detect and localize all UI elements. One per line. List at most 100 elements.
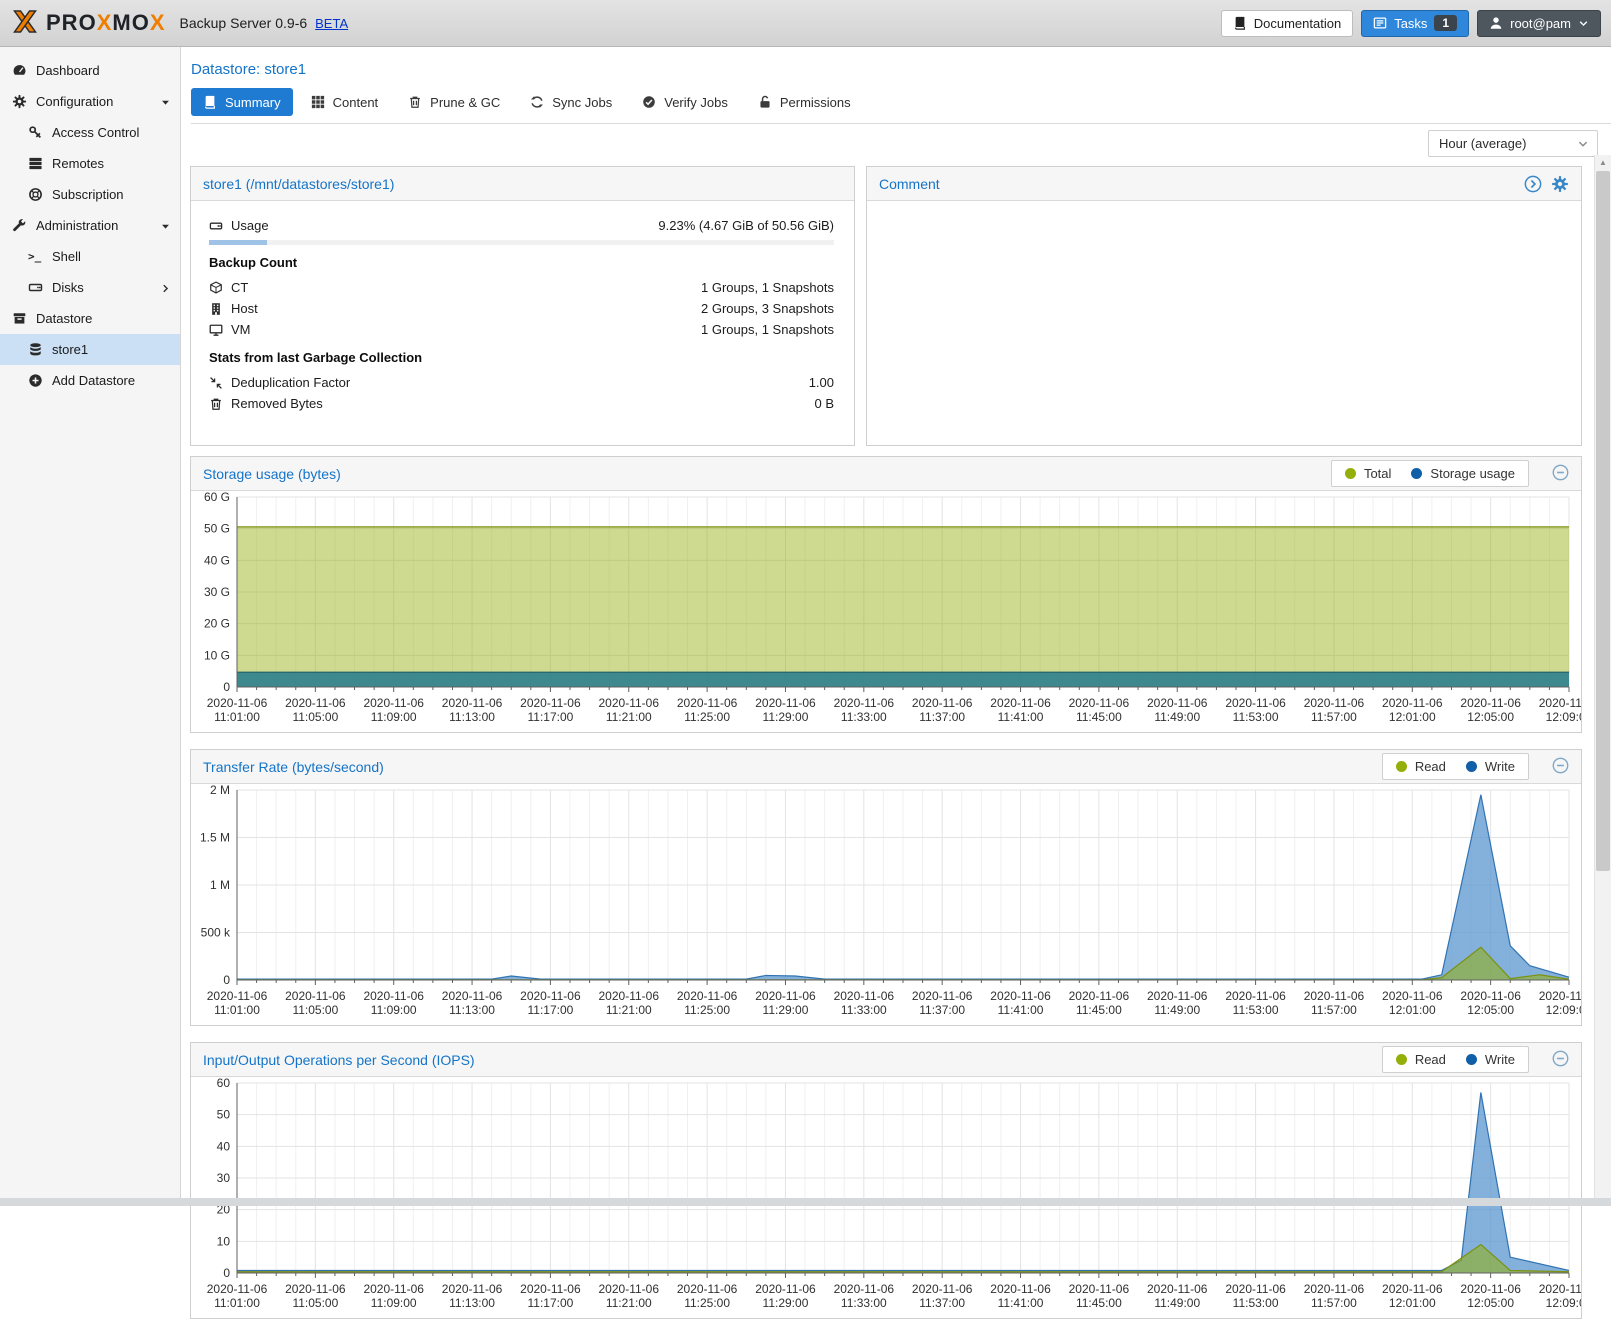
svg-text:11:21:00: 11:21:00 bbox=[606, 710, 652, 724]
svg-text:2020-11-06: 2020-11-06 bbox=[1460, 696, 1521, 710]
sidebar-item-configuration[interactable]: Configuration bbox=[0, 86, 180, 117]
legend-item-storage-usage[interactable]: Storage usage bbox=[1411, 466, 1515, 481]
sidebar-item-shell[interactable]: >_Shell bbox=[0, 241, 180, 272]
legend-item-read[interactable]: Read bbox=[1396, 759, 1446, 774]
caretdown-icon bbox=[160, 97, 171, 108]
svg-text:2020-11-06: 2020-11-06 bbox=[599, 1282, 660, 1296]
svg-text:2020-11-06: 2020-11-06 bbox=[834, 696, 895, 710]
user-menu-button[interactable]: root@pam bbox=[1477, 10, 1601, 37]
legend-item-total[interactable]: Total bbox=[1345, 466, 1391, 481]
chevron-down-icon bbox=[1578, 18, 1589, 29]
hdd-icon bbox=[209, 219, 223, 233]
legend-item-write[interactable]: Write bbox=[1466, 1052, 1515, 1067]
svg-text:11:13:00: 11:13:00 bbox=[449, 1296, 495, 1310]
svg-text:2020-11-06: 2020-11-06 bbox=[363, 1282, 424, 1296]
tab-label: Summary bbox=[225, 95, 281, 110]
svg-text:2020-11-06: 2020-11-06 bbox=[677, 696, 738, 710]
svg-text:2020-11-06: 2020-11-06 bbox=[912, 989, 973, 1003]
tab-prune-gc[interactable]: Prune & GC bbox=[396, 88, 512, 116]
tab-verify-jobs[interactable]: Verify Jobs bbox=[630, 88, 740, 116]
sidebar-item-administration[interactable]: Administration bbox=[0, 210, 180, 241]
svg-text:30 G: 30 G bbox=[204, 585, 230, 599]
stat-label: Removed Bytes bbox=[231, 396, 323, 411]
expand-chevron-icon[interactable] bbox=[160, 280, 171, 295]
svg-text:11:09:00: 11:09:00 bbox=[371, 1296, 417, 1310]
sidebar-item-label: Access Control bbox=[52, 125, 139, 140]
svg-text:2020-11-06: 2020-11-06 bbox=[599, 989, 660, 1003]
sidebar-item-label: store1 bbox=[52, 342, 88, 357]
tab-label: Permissions bbox=[780, 95, 851, 110]
svg-text:2020-11-06: 2020-11-06 bbox=[1539, 1282, 1581, 1296]
svg-text:60: 60 bbox=[217, 1077, 231, 1090]
svg-text:11:37:00: 11:37:00 bbox=[919, 710, 965, 724]
documentation-button[interactable]: Documentation bbox=[1221, 10, 1353, 37]
collapse-caret-icon[interactable] bbox=[160, 94, 171, 109]
iops-title: Input/Output Operations per Second (IOPS… bbox=[203, 1052, 475, 1068]
sidebar-item-dashboard[interactable]: Dashboard bbox=[0, 55, 180, 86]
svg-text:0: 0 bbox=[223, 1266, 230, 1280]
sidebar-item-add-datastore[interactable]: Add Datastore bbox=[0, 365, 180, 396]
tasks-button[interactable]: Tasks 1 bbox=[1361, 10, 1469, 37]
svg-text:50: 50 bbox=[217, 1108, 231, 1122]
building-icon bbox=[209, 302, 223, 316]
stat-value: 1 Groups, 1 Snapshots bbox=[701, 280, 834, 295]
sidebar-nav: Dashboard Configuration Access Control Remo… bbox=[0, 47, 181, 1198]
svg-text:11:45:00: 11:45:00 bbox=[1076, 1296, 1122, 1310]
storage-usage-chart-svg: 60 G50 G40 G30 G20 G10 G02020-11-0611:01… bbox=[191, 491, 1581, 731]
scrollbar-thumb[interactable] bbox=[1596, 171, 1610, 871]
compress-icon bbox=[209, 376, 223, 390]
tab-permissions[interactable]: Permissions bbox=[746, 88, 863, 116]
sidebar-item-access-control[interactable]: Access Control bbox=[0, 117, 180, 148]
sidebar-item-datastore[interactable]: Datastore bbox=[0, 303, 180, 334]
svg-text:60 G: 60 G bbox=[204, 491, 230, 504]
svg-text:11:41:00: 11:41:00 bbox=[998, 1003, 1044, 1017]
svg-text:11:33:00: 11:33:00 bbox=[841, 710, 887, 724]
sidebar-item-disks[interactable]: Disks bbox=[0, 272, 180, 303]
svg-text:12:01:00: 12:01:00 bbox=[1389, 710, 1436, 724]
svg-text:2020-11-06: 2020-11-06 bbox=[834, 989, 895, 1003]
svg-text:2020-11-06: 2020-11-06 bbox=[442, 696, 503, 710]
sidebar-item-remotes[interactable]: Remotes bbox=[0, 148, 180, 179]
collapse-panel-icon[interactable] bbox=[1552, 464, 1569, 481]
expand-panel-icon[interactable] bbox=[1524, 175, 1542, 193]
comment-panel: Comment bbox=[866, 166, 1582, 446]
collapse-panel-icon[interactable] bbox=[1552, 757, 1569, 774]
tab-content[interactable]: Content bbox=[299, 88, 391, 116]
legend-item-read[interactable]: Read bbox=[1396, 1052, 1446, 1067]
svg-text:50 G: 50 G bbox=[204, 522, 230, 536]
svg-text:2020-11-06: 2020-11-06 bbox=[1539, 989, 1581, 1003]
sidebar-item-label: Dashboard bbox=[36, 63, 100, 78]
caretdown-icon bbox=[160, 221, 171, 232]
svg-text:12:09:00: 12:09:00 bbox=[1546, 1296, 1581, 1310]
svg-text:11:57:00: 11:57:00 bbox=[1311, 710, 1357, 724]
tab-label: Sync Jobs bbox=[552, 95, 612, 110]
beta-link[interactable]: BETA bbox=[315, 16, 348, 31]
svg-text:2020-11-06: 2020-11-06 bbox=[1382, 696, 1443, 710]
storage-usage-legend: Total Storage usage bbox=[1331, 460, 1529, 487]
sidebar-item-subscription[interactable]: Subscription bbox=[0, 179, 180, 210]
gear-icon[interactable] bbox=[1551, 175, 1569, 193]
time-period-select[interactable]: Hour (average) bbox=[1428, 130, 1598, 157]
sidebar-item-store1[interactable]: store1 bbox=[0, 334, 180, 365]
svg-text:10 G: 10 G bbox=[204, 648, 230, 662]
collapse-caret-icon[interactable] bbox=[160, 218, 171, 233]
collapse-panel-icon[interactable] bbox=[1552, 1050, 1569, 1067]
iops-panel: Input/Output Operations per Second (IOPS… bbox=[190, 1042, 1582, 1319]
sidebar-item-label: Remotes bbox=[52, 156, 104, 171]
trash-icon bbox=[209, 397, 223, 411]
svg-text:2020-11-06: 2020-11-06 bbox=[912, 696, 973, 710]
tab-summary[interactable]: Summary bbox=[191, 88, 293, 116]
sidebar-item-label: Shell bbox=[52, 249, 81, 264]
svg-text:2020-11-06: 2020-11-06 bbox=[285, 696, 346, 710]
vertical-scrollbar[interactable]: ▲ bbox=[1594, 155, 1611, 1198]
bottom-strip bbox=[0, 1198, 1611, 1206]
sync-icon bbox=[530, 95, 544, 109]
legend-item-write[interactable]: Write bbox=[1466, 759, 1515, 774]
svg-text:10: 10 bbox=[217, 1234, 231, 1248]
tab-sync-jobs[interactable]: Sync Jobs bbox=[518, 88, 624, 116]
scrollbar-up-arrow[interactable]: ▲ bbox=[1595, 155, 1611, 170]
